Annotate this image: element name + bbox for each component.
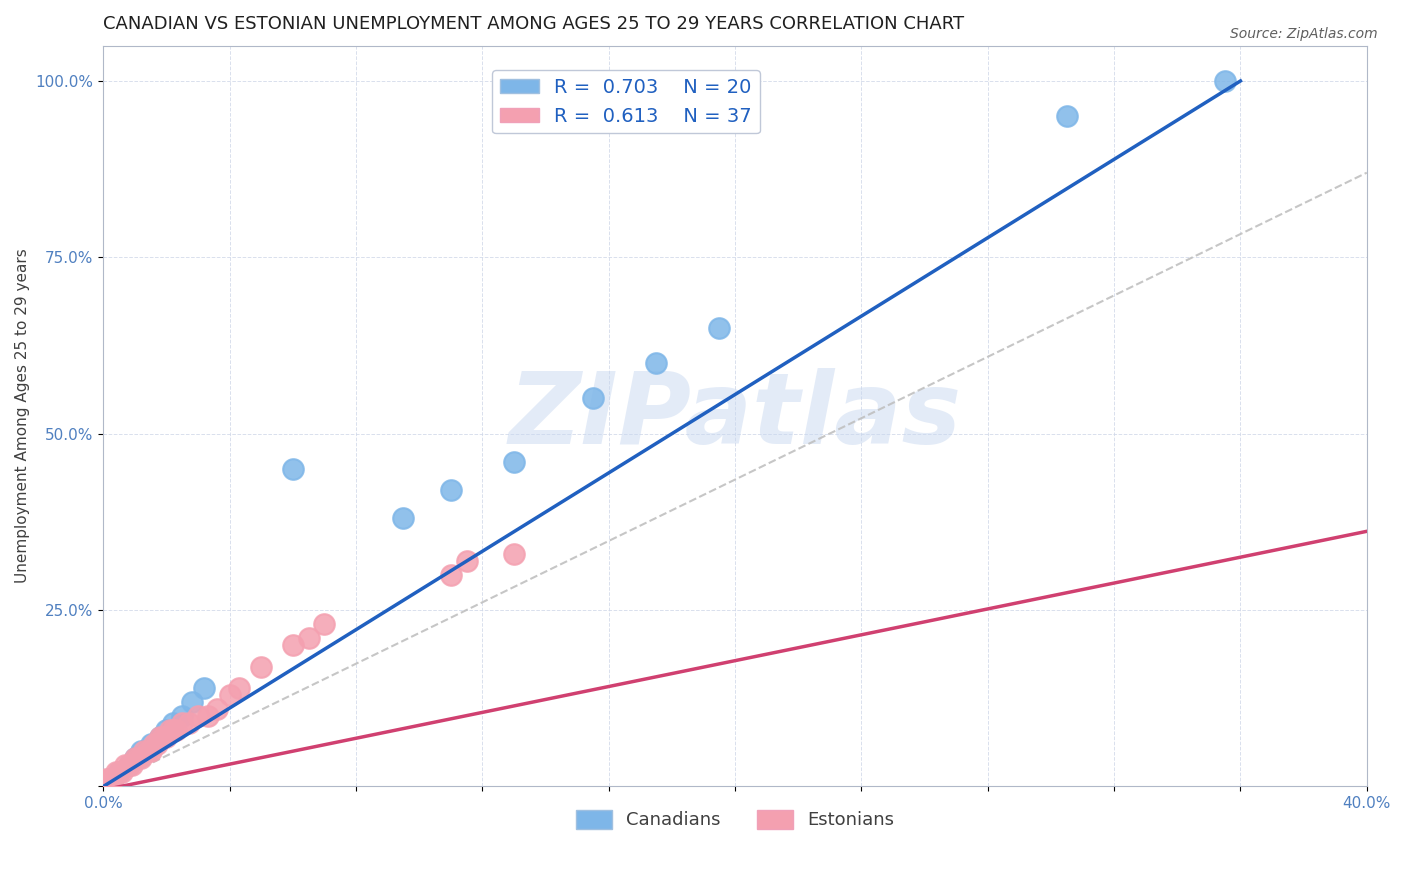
Point: [456, 554, 478, 568]
Point: [108, 765, 131, 780]
Point: [172, 716, 194, 731]
Point: [392, 511, 415, 525]
Point: [149, 730, 172, 744]
Point: [134, 744, 156, 758]
Point: [218, 688, 240, 702]
Point: [1213, 74, 1236, 88]
Point: [155, 730, 177, 744]
Point: [146, 737, 169, 751]
Point: [142, 737, 165, 751]
Point: [129, 751, 152, 765]
Point: [121, 758, 143, 772]
Point: [297, 632, 319, 646]
Point: [281, 462, 304, 476]
Point: [139, 744, 162, 758]
Point: [205, 702, 228, 716]
Point: [228, 681, 250, 695]
Point: [582, 392, 605, 406]
Point: [645, 356, 668, 370]
Point: [165, 723, 187, 737]
Point: [314, 617, 336, 632]
Point: [281, 639, 304, 653]
Point: [1056, 109, 1078, 123]
Point: [127, 751, 149, 765]
Point: [193, 681, 215, 695]
Point: [124, 751, 146, 765]
Point: [98, 772, 121, 787]
Point: [124, 751, 146, 765]
Point: [111, 765, 134, 780]
Y-axis label: Unemployment Among Ages 25 to 29 years: Unemployment Among Ages 25 to 29 years: [15, 249, 30, 583]
Point: [149, 730, 172, 744]
Point: [155, 723, 177, 737]
Point: [440, 483, 463, 498]
Text: ZIPatlas: ZIPatlas: [509, 368, 962, 465]
Point: [187, 709, 209, 723]
Point: [117, 758, 139, 772]
Text: CANADIAN VS ESTONIAN UNEMPLOYMENT AMONG AGES 25 TO 29 YEARS CORRELATION CHART: CANADIAN VS ESTONIAN UNEMPLOYMENT AMONG …: [103, 15, 965, 33]
Point: [172, 709, 194, 723]
Point: [159, 723, 181, 737]
Point: [139, 737, 162, 751]
Text: Source: ZipAtlas.com: Source: ZipAtlas.com: [1230, 27, 1378, 41]
Point: [129, 744, 152, 758]
Point: [197, 709, 219, 723]
Point: [709, 321, 731, 335]
Point: [152, 730, 174, 744]
Point: [96, 772, 118, 787]
Legend: Canadians, Estonians: Canadians, Estonians: [568, 803, 901, 837]
Point: [180, 695, 202, 709]
Point: [503, 547, 526, 561]
Point: [108, 765, 131, 780]
Point: [440, 567, 463, 582]
Point: [136, 744, 159, 758]
Point: [162, 723, 184, 737]
Point: [250, 659, 273, 673]
Point: [101, 772, 124, 787]
Point: [177, 716, 200, 731]
Point: [104, 765, 127, 780]
Point: [117, 758, 139, 772]
Point: [503, 455, 526, 469]
Point: [114, 758, 136, 772]
Point: [162, 716, 184, 731]
